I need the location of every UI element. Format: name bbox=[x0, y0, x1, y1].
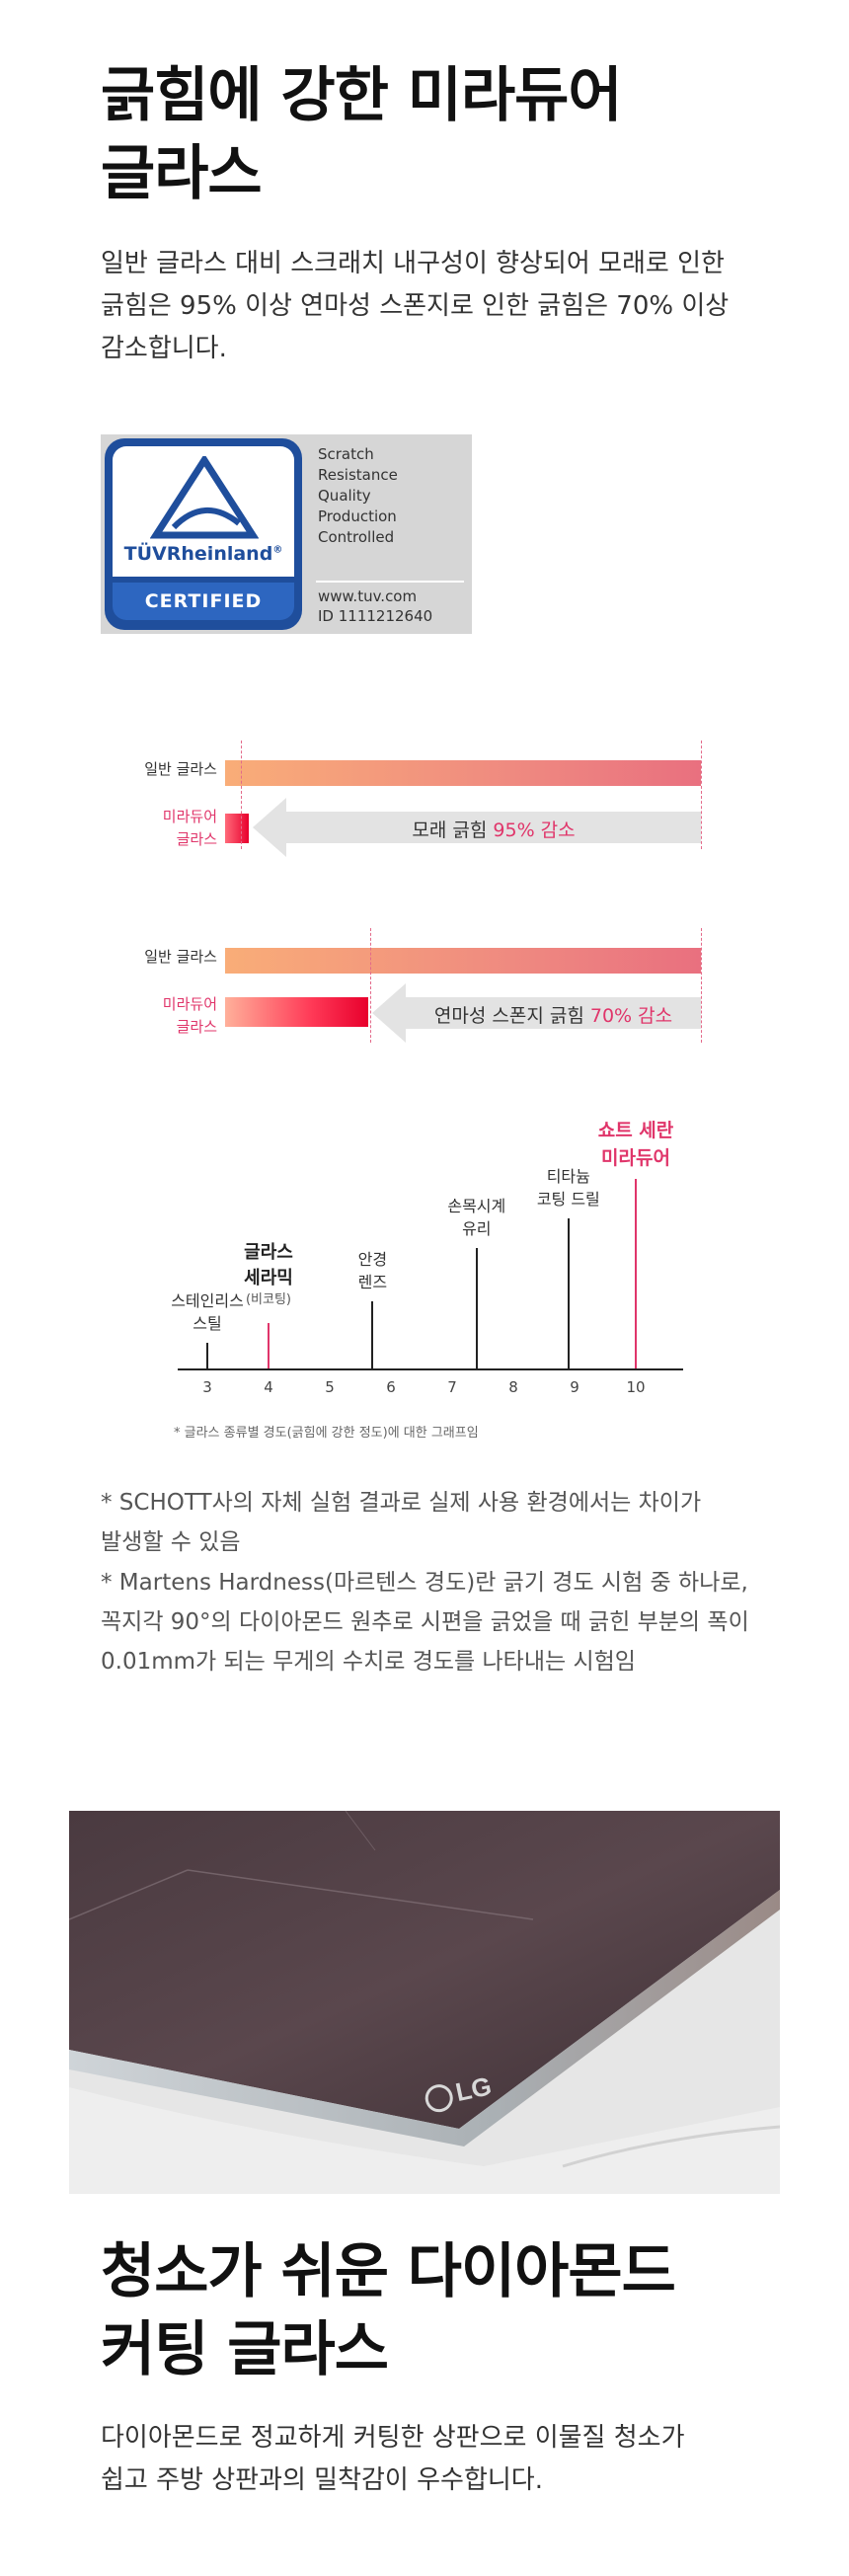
tick-label-6: 6 bbox=[386, 1378, 396, 1396]
cert-line: Quality bbox=[318, 487, 371, 505]
normal-glass-bar bbox=[225, 760, 701, 786]
desc-line: 쉽고 주방 상판과의 밀착감이 우수합니다. bbox=[101, 2464, 543, 2495]
section-description: 일반 글라스 대비 스크래치 내구성이 향상되어 모래로 인한 긁힘은 95% … bbox=[101, 243, 792, 370]
tick-label-3: 3 bbox=[202, 1378, 212, 1396]
tick-label-10: 10 bbox=[626, 1378, 646, 1396]
triangle-icon bbox=[150, 456, 259, 539]
section2-description: 다이아몬드로 정교하게 커팅한 상판으로 이물질 청소가 쉽고 주방 상판과의 … bbox=[101, 2417, 792, 2502]
hardness-axis bbox=[178, 1368, 683, 1370]
tuv-brand: TÜVRheinland bbox=[123, 543, 273, 565]
section-title: 긁힘에 강한 미라듀어 글라스 bbox=[101, 57, 792, 213]
material-label-4: 티타늄 코팅 드릴 bbox=[536, 1167, 600, 1210]
certified-badge: CERTIFIED bbox=[113, 583, 294, 620]
product-photo: LG bbox=[69, 1811, 780, 2194]
hardness-chart: 3 4 5 6 7 8 9 10 스테인리스 스틸 글라스 세라믹 (비코팅) 안경 렌즈 손목시계 유리 티타… bbox=[0, 1096, 849, 1451]
miradur-glass-label: 미라듀어 글라스 bbox=[162, 808, 217, 848]
note-line: 발생할 수 있음 bbox=[101, 1529, 241, 1556]
note-line: 0.01mm가 되는 무게의 수치로 경도를 나타내는 시험임 bbox=[101, 1649, 636, 1675]
cert-line: Scratch bbox=[318, 445, 374, 463]
tick-label-7: 7 bbox=[447, 1378, 457, 1396]
certificate-text: Scratch Resistance Quality Production Co… bbox=[318, 444, 398, 548]
normal-glass-label: 일반 글라스 bbox=[144, 760, 217, 778]
footnotes: * SCHOTT사의 자체 실험 결과로 실제 사용 환경에서는 차이가 발생할… bbox=[101, 1483, 772, 1681]
material-label-2: 안경 렌즈 bbox=[357, 1250, 388, 1292]
tick-label-4: 4 bbox=[264, 1378, 273, 1396]
desc-line: 긁힘은 95% 이상 연마성 스폰지로 인한 긁힘은 70% 이상 bbox=[101, 290, 730, 321]
normal-glass-bar bbox=[225, 948, 701, 974]
sponge-comparison-chart: 일반 글라스 미라듀어 글라스 연마성 스폰지 긁힘 70% 감소 bbox=[0, 928, 849, 1076]
hardness-bar-3 bbox=[475, 1248, 478, 1368]
title-line-1: 긁힘에 강한 미라듀어 bbox=[101, 61, 623, 130]
desc-line: 다이아몬드로 정교하게 커팅한 상판으로 이물질 청소가 bbox=[101, 2423, 685, 2453]
cert-id: ID 1111212640 bbox=[318, 607, 433, 625]
chart-caption: * 글라스 종류별 경도(긁힘에 강한 정도)에 대한 그래프임 bbox=[174, 1426, 479, 1441]
hardness-bar-2 bbox=[371, 1301, 374, 1368]
reduction-label: 모래 긁힘 95% 감소 bbox=[412, 820, 576, 841]
desc-line: 감소합니다. bbox=[101, 333, 227, 363]
title-line-1: 청소가 쉬운 다이아몬드 bbox=[101, 2237, 676, 2306]
title-line-2: 글라스 bbox=[101, 139, 263, 209]
title-line-2: 커팅 글라스 bbox=[101, 2315, 389, 2385]
reduction-arrow-head bbox=[253, 798, 286, 857]
hardness-bar-1 bbox=[268, 1323, 270, 1368]
sand-comparison-chart: 일반 글라스 미라듀어 글라스 모래 긁힘 95% 감소 bbox=[0, 741, 849, 889]
tick-label-5: 5 bbox=[325, 1378, 335, 1396]
material-label-3: 손목시계 유리 bbox=[447, 1197, 506, 1239]
hardness-bar-4 bbox=[567, 1218, 570, 1368]
cert-line: Production bbox=[318, 507, 397, 525]
tick-label-9: 9 bbox=[570, 1378, 579, 1396]
cert-url: www.tuv.com bbox=[318, 587, 418, 605]
note-line: * SCHOTT사의 자체 실험 결과로 실제 사용 환경에서는 차이가 bbox=[101, 1490, 702, 1516]
note-line: 꼭지각 90°의 다이아몬드 원추로 시편을 긁었을 때 긁힌 부분의 폭이 bbox=[101, 1608, 749, 1635]
cert-line: Controlled bbox=[318, 528, 395, 546]
section2-title: 청소가 쉬운 다이아몬드 커팅 글라스 bbox=[101, 2233, 792, 2389]
hardness-bar-0 bbox=[206, 1343, 208, 1368]
desc-line: 일반 글라스 대비 스크래치 내구성이 향상되어 모래로 인한 bbox=[101, 249, 725, 278]
hardness-bar-5 bbox=[635, 1179, 637, 1368]
tick-label-8: 8 bbox=[508, 1378, 518, 1396]
material-label-0: 스테인리스 스틸 bbox=[171, 1291, 244, 1334]
lg-logo-icon bbox=[423, 2081, 456, 2115]
miradur-glass-bar bbox=[225, 814, 249, 843]
tuv-certificate: TÜVRheinland® CERTIFIED Scratch Resistan… bbox=[101, 434, 472, 634]
miradur-glass-label: 미라듀어 글라스 bbox=[162, 995, 217, 1036]
material-label-5: 쇼트 세란 미라듀어 bbox=[597, 1120, 674, 1169]
reduction-arrow bbox=[406, 997, 701, 1029]
miradur-glass-bar bbox=[225, 997, 368, 1027]
reduction-label: 연마성 스폰지 긁힘 70% 감소 bbox=[433, 1005, 673, 1027]
registered-mark: ® bbox=[272, 544, 283, 556]
normal-glass-label: 일반 글라스 bbox=[144, 948, 217, 966]
cert-line: Resistance bbox=[318, 466, 398, 484]
certificate-id: www.tuv.com ID 1111212640 bbox=[318, 586, 432, 626]
reduction-arrow-head bbox=[372, 983, 406, 1043]
reduction-arrow bbox=[286, 812, 701, 843]
material-label-1: 글라스 세라믹 (비코팅) bbox=[244, 1242, 293, 1308]
note-line: * Martens Hardness(마르텐스 경도)란 긁기 경도 시험 중 … bbox=[101, 1569, 748, 1596]
tuv-logo: TÜVRheinland® CERTIFIED bbox=[105, 438, 302, 630]
cooktop-illustration bbox=[69, 1811, 780, 2194]
